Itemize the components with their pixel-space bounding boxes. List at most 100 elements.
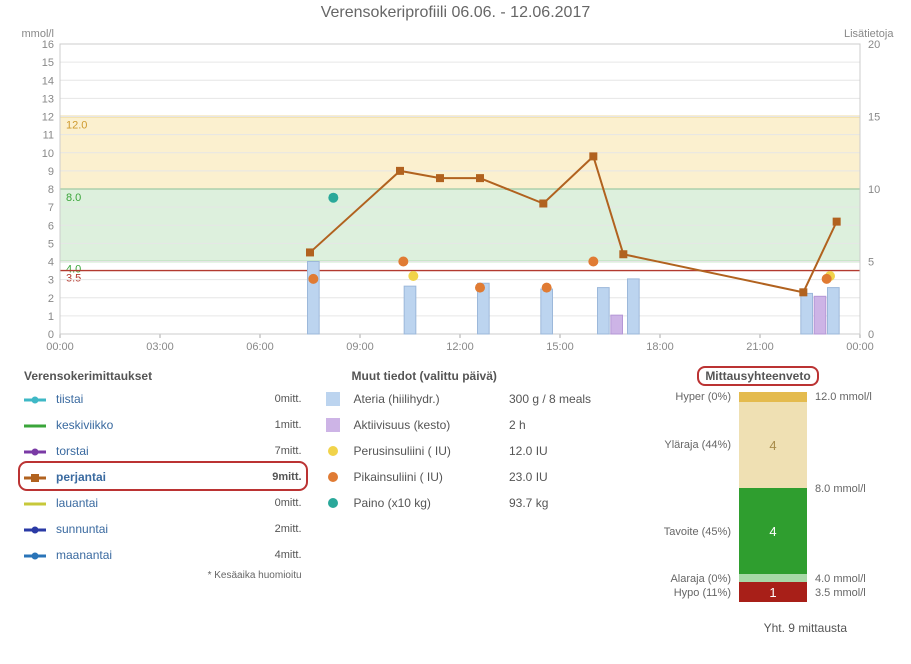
day-label: keskiviikko — [56, 418, 252, 432]
day-row-torstai[interactable]: torstai7mitt. — [24, 438, 302, 464]
svg-text:12:00: 12:00 — [446, 341, 474, 353]
other-label: Ateria (hiilihydr.) — [354, 392, 509, 406]
other-column: Muut tiedot (valittu päivä) Ateria (hiil… — [322, 366, 609, 635]
day-label: lauantai — [56, 496, 252, 510]
other-swatch — [322, 446, 344, 456]
day-swatch — [24, 446, 46, 456]
other-label: Aktiivisuus (kesto) — [354, 418, 509, 432]
other-row: Pikainsuliini ( IU)23.0 IU — [322, 464, 609, 490]
other-swatch — [322, 498, 344, 508]
bottom-panel: Verensokerimittaukset tiistai0mitt.keski… — [10, 366, 901, 635]
summary-total: Yht. 9 mittausta — [629, 621, 887, 635]
svg-text:0: 0 — [868, 329, 874, 341]
day-count: 4mitt. — [252, 549, 302, 561]
other-label: Pikainsuliini ( IU) — [354, 470, 509, 484]
day-count: 2mitt. — [252, 523, 302, 535]
other-value: 2 h — [509, 418, 609, 432]
summary-segment: 1 — [739, 582, 807, 602]
other-row: Aktiivisuus (kesto)2 h — [322, 412, 609, 438]
page-title: Verensokeriprofiili 06.06. - 12.06.2017 — [10, 4, 901, 22]
day-row-maanantai[interactable]: maanantai4mitt. — [24, 542, 302, 568]
other-label: Perusinsuliini ( IU) — [354, 444, 509, 458]
summary-left-label: Tavoite (45%) — [629, 489, 731, 575]
summary-left-label: Hyper (0%) — [629, 392, 731, 402]
chart-svg: 12.08.04.03.5012345678910111213141516051… — [16, 28, 896, 358]
app-root: Verensokeriprofiili 06.06. - 12.06.2017 … — [0, 0, 911, 645]
day-row-sunnuntai[interactable]: sunnuntai2mitt. — [24, 516, 302, 542]
svg-text:21:00: 21:00 — [746, 341, 774, 353]
svg-text:2: 2 — [47, 293, 53, 305]
summary-right-label: 12.0 mmol/l — [815, 392, 887, 402]
other-value: 12.0 IU — [509, 444, 609, 458]
summary-left-labels: Hyper (0%)Yläraja (44%)Tavoite (45%)Alar… — [629, 392, 739, 603]
day-row-lauantai[interactable]: lauantai0mitt. — [24, 490, 302, 516]
svg-text:12.0: 12.0 — [66, 120, 87, 132]
summary-segment — [739, 574, 807, 582]
day-row-perjantai[interactable]: perjantai9mitt. — [24, 464, 302, 490]
other-swatch — [322, 472, 344, 482]
summary-left-label: Yläraja (44%) — [629, 402, 731, 488]
summary-column: Mittausyhteenveto Hyper (0%)Yläraja (44%… — [629, 366, 887, 635]
day-count: 7mitt. — [252, 445, 302, 457]
other-row: Paino (x10 kg)93.7 kg — [322, 490, 609, 516]
days-title: Verensokerimittaukset — [24, 366, 302, 386]
day-swatch — [24, 498, 46, 508]
days-list: tiistai0mitt.keskiviikko1mitt.torstai7mi… — [24, 386, 302, 568]
other-row: Ateria (hiilihydr.)300 g / 8 meals — [322, 386, 609, 412]
day-swatch — [24, 394, 46, 404]
svg-text:7: 7 — [47, 202, 53, 214]
day-count: 0mitt. — [252, 393, 302, 405]
day-swatch — [24, 472, 46, 482]
summary-segment: 4 — [739, 402, 807, 488]
svg-text:3: 3 — [47, 275, 53, 287]
svg-text:6: 6 — [47, 220, 53, 232]
day-label: maanantai — [56, 548, 252, 562]
summary-segment: 4 — [739, 488, 807, 574]
svg-text:20: 20 — [868, 39, 880, 51]
svg-text:18:00: 18:00 — [646, 341, 674, 353]
svg-text:09:00: 09:00 — [346, 341, 374, 353]
day-label: torstai — [56, 444, 252, 458]
svg-text:0: 0 — [47, 329, 53, 341]
svg-text:8: 8 — [47, 184, 53, 196]
svg-text:8.0: 8.0 — [66, 192, 81, 204]
svg-text:15:00: 15:00 — [546, 341, 574, 353]
summary-left-label: Hypo (11%) — [629, 583, 731, 603]
svg-text:5: 5 — [868, 257, 874, 269]
day-label: tiistai — [56, 392, 252, 406]
svg-text:00:00: 00:00 — [846, 341, 874, 353]
day-swatch — [24, 550, 46, 560]
day-count: 1mitt. — [252, 419, 302, 431]
svg-text:1: 1 — [47, 311, 53, 323]
svg-text:5: 5 — [47, 238, 53, 250]
svg-text:13: 13 — [41, 93, 53, 105]
svg-text:4: 4 — [47, 257, 53, 269]
svg-text:15: 15 — [868, 112, 880, 124]
y-left-label: mmol/l — [22, 28, 54, 40]
other-value: 23.0 IU — [509, 470, 609, 484]
summary-right-label — [815, 489, 887, 575]
svg-text:03:00: 03:00 — [146, 341, 174, 353]
day-swatch — [24, 524, 46, 534]
svg-text:00:00: 00:00 — [46, 341, 74, 353]
other-title: Muut tiedot (valittu päivä) — [322, 366, 609, 386]
summary-title: Mittausyhteenveto — [697, 366, 818, 386]
other-label: Paino (x10 kg) — [354, 496, 509, 510]
day-count: 9mitt. — [252, 471, 302, 483]
summary-segment — [739, 392, 807, 402]
svg-text:10: 10 — [868, 184, 880, 196]
day-label: sunnuntai — [56, 522, 252, 536]
y-right-label: Lisätietoja — [844, 28, 894, 40]
svg-text:15: 15 — [41, 57, 53, 69]
day-row-tiistai[interactable]: tiistai0mitt. — [24, 386, 302, 412]
svg-text:11: 11 — [42, 130, 53, 142]
summary-right-label: 3.5 mmol/l — [815, 583, 887, 603]
svg-text:10: 10 — [41, 148, 53, 160]
summary-left-label: Alaraja (0%) — [629, 575, 731, 583]
svg-text:14: 14 — [41, 75, 53, 87]
other-swatch — [322, 418, 344, 432]
summary-bar: 44 1 — [739, 392, 807, 603]
day-row-keskiviikko[interactable]: keskiviikko1mitt. — [24, 412, 302, 438]
svg-text:12: 12 — [41, 112, 53, 124]
day-label: perjantai — [56, 470, 252, 484]
